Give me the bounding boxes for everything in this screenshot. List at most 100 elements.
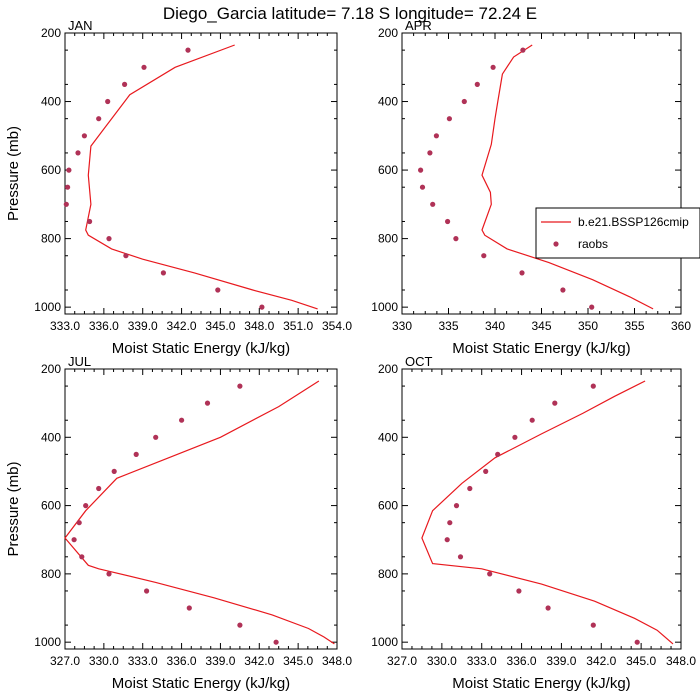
apr-obs-point [427,150,433,156]
jul-xtick-label: 345.0 [283,654,313,668]
oct-xtick-label: 342.0 [586,654,616,668]
oct-ytick-label: 1000 [371,635,398,649]
oct-obs-point [453,503,460,509]
oct-obs-point [487,571,493,577]
jul-ytick-label: 600 [41,499,61,513]
apr-xtick-label: 340 [485,319,505,333]
legend: b.e21.BSSP126cmip raobs [535,207,700,259]
jan-obs-point [66,167,72,173]
jan-model-line [85,44,318,310]
jul-panel-label: JUL [68,354,91,369]
apr-obs-point [461,98,467,105]
jul-xtick-label: 327.0 [50,654,80,668]
jan-obs-point [160,270,166,276]
apr-obs-point [474,81,480,87]
jul-obs-point [237,622,243,628]
oct-xtick-label: 327.0 [387,654,417,668]
jan-xtick-label: 351.0 [283,319,313,333]
jan-x-axis-title: Moist Static Energy (kJ/kg) [112,340,290,357]
jul-ytick-label: 800 [41,567,61,581]
apr-xtick-label: 355 [624,319,644,333]
jul-model-line [64,380,335,645]
oct-obs-point [512,434,518,440]
jul-xtick-label: 333.0 [128,654,158,668]
jul-obs-point [186,605,192,611]
jan-obs-point [123,253,129,259]
jul-ytick-label: 200 [41,362,61,376]
jan-ytick-label: 200 [41,26,61,40]
jul-obs-point [273,639,279,645]
apr-plot-frame [401,32,682,315]
apr-ytick-label: 600 [378,163,398,177]
jul-xtick-label: 342.0 [244,654,274,668]
apr-ytick-label: 800 [378,232,398,246]
oct-obs-point [457,554,464,560]
jul-obs-point [237,383,243,389]
oct-xtick-label: 348.0 [666,654,696,668]
oct-model-line [421,380,674,645]
apr-obs-point [430,201,436,207]
jul-y-axis-title: Pressure (mb) [5,461,22,556]
jul-ytick-label: 1000 [34,635,61,649]
jul-obs-point [133,451,139,457]
oct-obs-point [529,417,535,423]
jan-obs-point [259,304,265,310]
panel-jul: JUL 327.0 330.0 333.0 336.0 339.0 342.0 345.0 34… [5,354,352,692]
jan-xtick-label: 336.0 [89,319,119,333]
jul-xtick-label: 330.0 [89,654,119,668]
apr-ytick-label: 1000 [371,300,398,314]
jan-ytick-label: 600 [41,163,61,177]
jan-obs-point [87,218,93,225]
jul-xtick-label: 339.0 [205,654,235,668]
oct-xtick-label: 339.0 [546,654,576,668]
panel-jan: JAN 333.0 336.0 339.0 342.0 345.0 348.0 351.0 35… [5,18,352,357]
oct-x-axis-title: Moist Static Energy (kJ/kg) [452,675,630,692]
jan-xtick-label: 348.0 [244,319,274,333]
apr-panel-label: APR [405,18,432,33]
apr-obs-point [445,218,451,225]
apr-ytick-label: 400 [378,95,398,109]
jul-obs-point [76,520,82,526]
legend-box [535,207,700,259]
apr-obs-point [481,253,487,259]
jan-ytick-label: 1000 [34,300,61,314]
jul-obs-point [204,400,211,406]
panel-oct: OCT 327.0 330.0 333.0 336.0 339.0 342.0 345.0 34… [371,354,696,692]
apr-obs-point [519,270,525,276]
apr-obs-point [560,287,566,293]
apr-model-line [481,44,654,310]
oct-plot-frame [401,368,682,650]
oct-panel-label: OCT [405,354,433,369]
apr-xtick-label: 360 [671,319,691,333]
jan-obs-point [185,47,191,53]
jan-xtick-label: 345.0 [205,319,235,333]
oct-xtick-label: 333.0 [467,654,497,668]
oct-obs-point [590,383,596,389]
jan-ytick-label: 400 [41,95,61,109]
jul-obs-point [83,503,89,509]
jul-obs-point [96,485,102,492]
oct-obs-point [483,468,489,474]
jan-xtick-label: 354.0 [322,319,352,333]
figure-title: Diego_Garcia latitude= 7.18 S longitude=… [163,4,537,23]
apr-obs-point [418,167,424,173]
jan-xtick-label: 339.0 [128,319,158,333]
legend-obs-label: raobs [578,237,608,251]
jan-obs-point [106,236,112,242]
apr-obs-point [589,304,595,310]
oct-obs-point [447,520,453,526]
oct-xtick-label: 330.0 [427,654,457,668]
panel-apr: APR 330 335 340 345 350 355 360 200 400 600 800 1000… [371,18,691,357]
jul-plot-frame [64,368,338,650]
oct-ytick-label: 200 [378,362,398,376]
jul-obs-point [153,434,159,440]
apr-xtick-label: 330 [392,319,412,333]
apr-obs-point [433,133,439,139]
apr-xtick-label: 350 [578,319,598,333]
oct-obs-point [590,622,596,628]
jul-ytick-label: 400 [41,430,61,444]
jul-obs-point [71,537,77,543]
apr-xtick-label: 345 [531,319,551,333]
apr-obs-point [520,47,526,53]
